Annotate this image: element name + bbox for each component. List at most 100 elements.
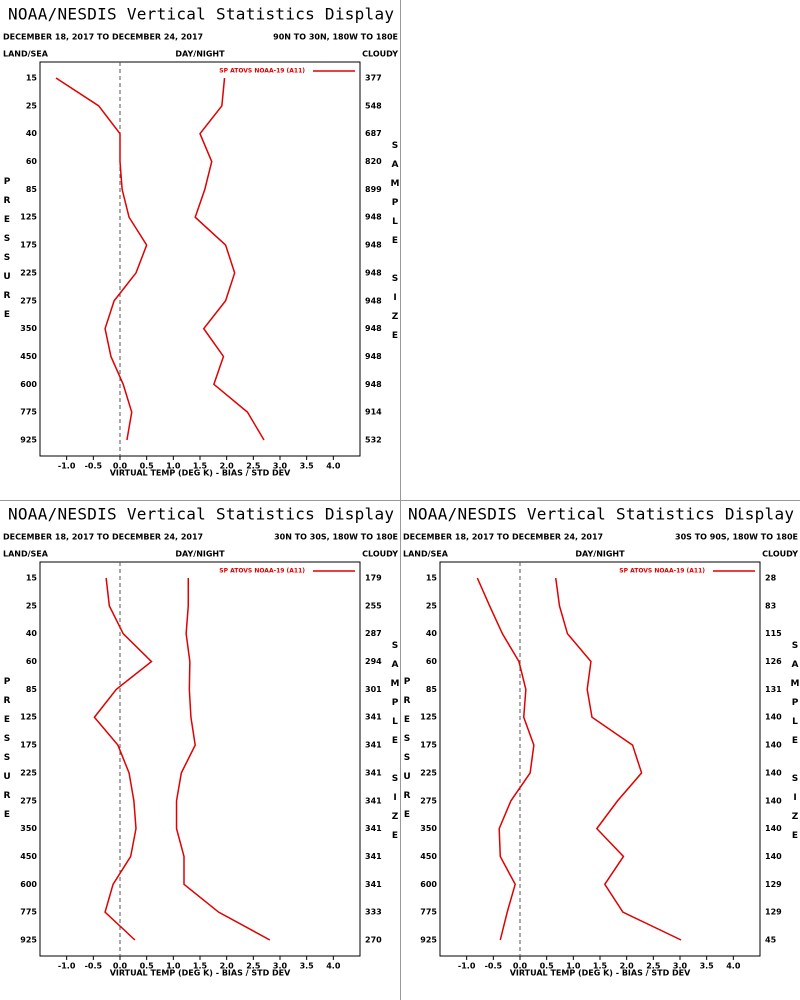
x-tick-label: 0.0 xyxy=(113,962,128,971)
y-tick-label: 175 xyxy=(20,741,37,750)
x-tick-label: 3.5 xyxy=(700,962,715,971)
sample-size: 948 xyxy=(365,352,382,361)
sample-size: 948 xyxy=(365,296,382,305)
y-tick-label: 125 xyxy=(20,213,37,222)
sample-size: 532 xyxy=(365,436,382,445)
vertical-axis-label: PRESSURE xyxy=(2,177,12,329)
vertical-axis-label: PRESSURE xyxy=(402,677,412,829)
bias-line xyxy=(55,77,148,441)
sample-size: 687 xyxy=(365,129,382,138)
x-tick-label: 3.0 xyxy=(273,962,288,971)
y-tick-label: 775 xyxy=(420,908,437,917)
y-tick-label: 25 xyxy=(26,101,38,110)
x-tick-label: 2.0 xyxy=(220,962,235,971)
date-range: DECEMBER 18, 2017 TO DECEMBER 24, 2017 xyxy=(403,533,603,542)
y-tick-label: 450 xyxy=(20,352,37,361)
sample-size: 115 xyxy=(765,629,782,638)
header: DAY/NIGHT xyxy=(575,550,625,559)
y-tick-label: 60 xyxy=(426,657,438,666)
y-tick-label: 450 xyxy=(20,852,37,861)
header: CLOUDY xyxy=(762,550,798,559)
x-tick-label: 3.5 xyxy=(300,962,315,971)
sample-size: 140 xyxy=(765,713,782,722)
y-tick-label: 40 xyxy=(426,629,438,638)
sample-size: 341 xyxy=(365,824,382,833)
y-tick-label: 85 xyxy=(26,185,38,194)
sample-size: 140 xyxy=(765,741,782,750)
y-tick-label: 85 xyxy=(26,685,38,694)
y-tick-label: 85 xyxy=(426,685,438,694)
sample-size: 333 xyxy=(365,908,382,917)
bias-line xyxy=(476,577,535,941)
chart-panel: NOAA/NESDIS Vertical Statistics Display D… xyxy=(400,500,800,1000)
x-tick-label: 1.0 xyxy=(166,962,181,971)
sample-size: 948 xyxy=(365,324,382,333)
x-tick-label: 4.0 xyxy=(726,962,741,971)
sample-size: 899 xyxy=(365,185,382,194)
y-tick-label: 275 xyxy=(420,796,437,805)
x-tick-label: 1.5 xyxy=(193,962,208,971)
x-tick-label: -1.0 xyxy=(58,462,76,471)
y-tick-label: 925 xyxy=(420,936,437,945)
x-tick-label: 0.0 xyxy=(513,962,528,971)
chart-panel: NOAA/NESDIS Vertical Statistics Display D… xyxy=(0,500,400,1000)
y-tick-label: 15 xyxy=(26,74,38,83)
sample-size: 341 xyxy=(365,741,382,750)
y-tick-label: 350 xyxy=(20,824,37,833)
x-tick-label: -0.5 xyxy=(85,962,103,971)
chart-title: NOAA/NESDIS Vertical Statistics Display xyxy=(8,505,394,524)
vertical-axis-label: PRESSURE xyxy=(2,677,12,829)
chart: NOAA/NESDIS Vertical Statistics Display D… xyxy=(3,5,398,478)
x-tick-label: 2.0 xyxy=(620,962,635,971)
sample-size: 948 xyxy=(365,380,382,389)
y-tick-label: 15 xyxy=(26,574,38,583)
plot-frame xyxy=(39,61,361,457)
sample-size: 140 xyxy=(765,852,782,861)
sample-size: 948 xyxy=(365,213,382,222)
y-tick-label: 125 xyxy=(420,713,437,722)
x-tick-label: 3.5 xyxy=(300,462,315,471)
y-tick-label: 600 xyxy=(420,880,437,889)
header: CLOUDY xyxy=(362,550,398,559)
sample-size: 131 xyxy=(765,685,782,694)
header: LAND/SEA xyxy=(3,550,49,559)
x-tick-label: 3.0 xyxy=(673,962,688,971)
sample-size: 28 xyxy=(765,574,777,583)
y-tick-label: 25 xyxy=(26,601,38,610)
x-axis-label: VIRTUAL TEMP (DEG K) - BIAS / STD DEV xyxy=(510,969,691,978)
y-tick-label: 175 xyxy=(420,741,437,750)
std-dev-line xyxy=(175,578,271,941)
x-tick-label: 0.5 xyxy=(140,962,155,971)
y-tick-label: 275 xyxy=(20,796,37,805)
sample-size: 548 xyxy=(365,101,382,110)
x-tick-label: 4.0 xyxy=(326,962,341,971)
x-axis-label: VIRTUAL TEMP (DEG K) - BIAS / STD DEV xyxy=(110,969,291,978)
y-tick-label: 275 xyxy=(20,296,37,305)
y-tick-label: 775 xyxy=(20,908,37,917)
y-tick-label: 125 xyxy=(20,713,37,722)
y-tick-label: 350 xyxy=(20,324,37,333)
y-tick-label: 925 xyxy=(20,436,37,445)
sample-size: 301 xyxy=(365,685,382,694)
sample-size: 294 xyxy=(365,657,382,666)
chart-title: NOAA/NESDIS Vertical Statistics Display xyxy=(8,5,394,24)
y-tick-label: 25 xyxy=(426,601,438,610)
date-range: DECEMBER 18, 2017 TO DECEMBER 24, 2017 xyxy=(3,533,203,542)
chart-panel: NOAA/NESDIS Vertical Statistics Display D… xyxy=(0,0,400,500)
x-tick-label: 3.0 xyxy=(273,462,288,471)
std-dev-line xyxy=(194,77,265,441)
y-tick-label: 15 xyxy=(426,574,438,583)
region: 30S TO 90S, 180W TO 180E xyxy=(675,533,798,542)
y-tick-label: 40 xyxy=(26,629,38,638)
sample-size: 45 xyxy=(765,936,777,945)
x-tick-label: 0.0 xyxy=(113,462,128,471)
x-tick-label: 4.0 xyxy=(326,462,341,471)
legend-label: SP ATOVS NOAA-19 (A11) xyxy=(619,568,705,575)
x-tick-label: 1.0 xyxy=(566,962,581,971)
header: DAY/NIGHT xyxy=(175,50,225,59)
y-tick-label: 925 xyxy=(20,936,37,945)
y-tick-label: 225 xyxy=(20,268,37,277)
x-tick-label: 2.5 xyxy=(246,962,261,971)
legend-label: SP ATOVS NOAA-19 (A11) xyxy=(219,568,305,575)
chart-title: NOAA/NESDIS Vertical Statistics Display xyxy=(408,505,794,524)
